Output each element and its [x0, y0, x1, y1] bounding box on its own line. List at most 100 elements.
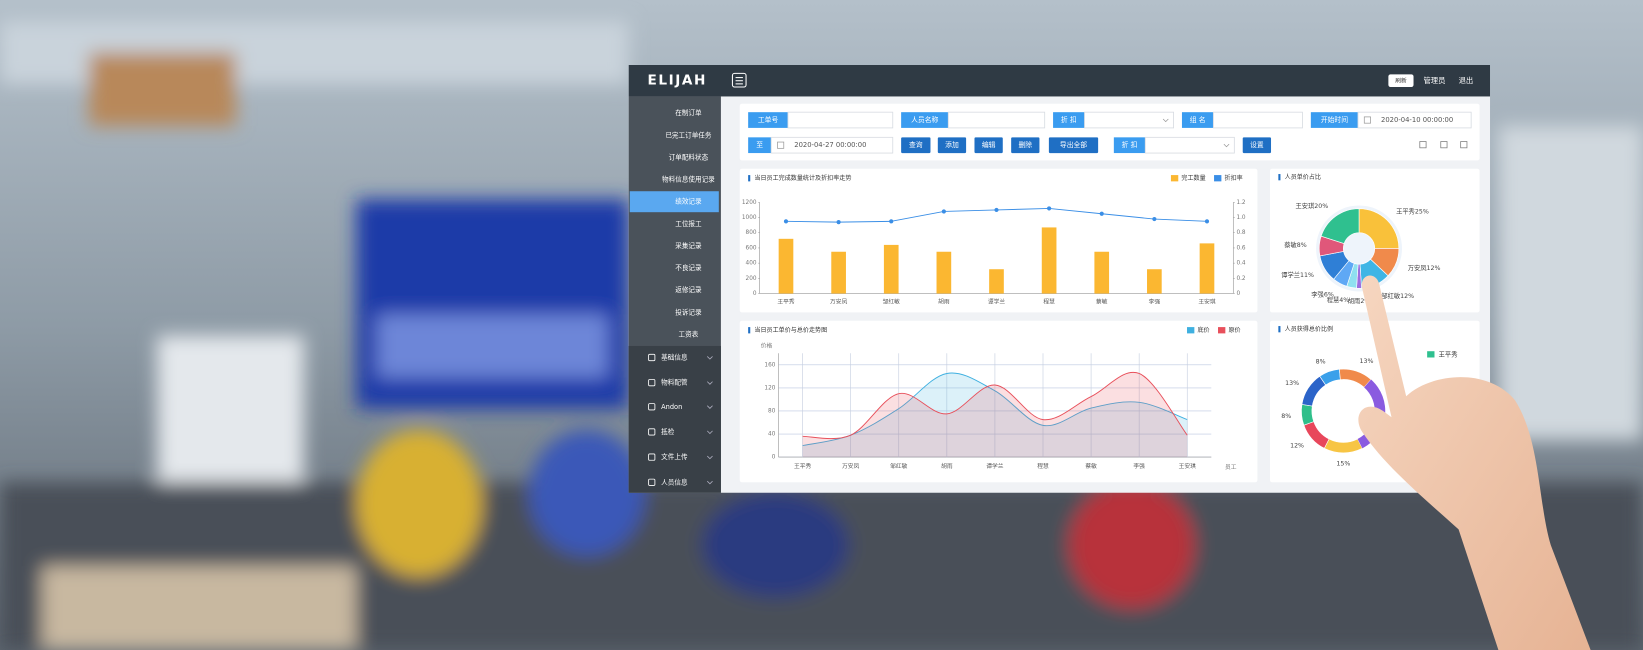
field-input[interactable] — [1084, 111, 1174, 129]
slice-value: 15% — [1336, 460, 1350, 467]
x-tick-label: 邹红敏 — [890, 462, 907, 470]
slice-value: 8% — [1281, 413, 1291, 420]
slice-value: 12% — [1400, 293, 1414, 300]
bar — [1041, 227, 1057, 294]
x-tick-label: 李强 — [1133, 462, 1145, 470]
button-label: 添加 — [945, 140, 959, 149]
field-label-box — [748, 137, 772, 154]
tool-icon[interactable] — [1440, 141, 1448, 149]
x-tick-label: 王安琪 — [1179, 462, 1196, 470]
slice-label: 蔡敏8% — [1284, 240, 1307, 249]
x-tick-label: 胡雨 — [941, 462, 953, 470]
y-tick-label: 600 — [746, 245, 757, 251]
button-label: 编辑 — [982, 140, 996, 149]
field-input[interactable] — [1357, 111, 1472, 129]
chart-card — [739, 168, 1258, 313]
chevron — [706, 430, 713, 435]
y2-tick-label: 1.0 — [1236, 215, 1245, 221]
group-icon — [648, 379, 656, 387]
x-tick-label: 王平秀 — [777, 297, 794, 305]
button[interactable] — [974, 137, 1003, 154]
slice-label: 8% — [1316, 359, 1326, 366]
menu-group-label: 物料配管 — [661, 378, 688, 387]
refresh-button[interactable] — [1388, 74, 1414, 88]
slice-value: 11% — [1300, 272, 1314, 279]
point — [1204, 219, 1210, 224]
slice-label: 李强6% — [1311, 289, 1334, 298]
hand-shape — [1358, 275, 1591, 650]
tool-icon[interactable] — [1460, 141, 1468, 149]
legend-label: 完工数量 — [1181, 174, 1205, 182]
point — [1047, 206, 1052, 211]
menu-item-label: 订单配料状态 — [669, 152, 709, 161]
top-bar — [628, 65, 1491, 97]
point — [941, 209, 946, 214]
select-arrow — [1162, 118, 1169, 123]
button-label: 导出全部 — [1060, 140, 1087, 149]
x-tick-label: 王安琪 — [1198, 297, 1215, 305]
group-icon — [648, 453, 656, 461]
slice-value: 6% — [1324, 291, 1334, 298]
button[interactable] — [1048, 137, 1099, 154]
slice-name: 谭学兰 — [1281, 270, 1300, 279]
select-arrow — [1223, 143, 1230, 148]
group-icon — [648, 428, 656, 436]
button[interactable] — [1011, 137, 1040, 154]
field-input[interactable] — [1144, 136, 1235, 154]
field-label: 组 名 — [1190, 115, 1206, 124]
field-label: 至 — [756, 141, 763, 149]
button[interactable] — [937, 137, 967, 154]
area — [802, 373, 1188, 458]
y-tick-label: 80 — [768, 408, 776, 414]
y2-tick-label: 0 — [1236, 291, 1240, 297]
logout: 退出 — [1459, 76, 1474, 85]
slice-name: 李强 — [1311, 289, 1324, 298]
bar — [1199, 243, 1215, 294]
button-label: 查询 — [909, 140, 923, 149]
y-tick-label: 1000 — [742, 215, 757, 221]
menu-item[interactable] — [630, 324, 719, 345]
line — [802, 372, 1188, 447]
legend-swatch — [1170, 175, 1179, 182]
field-input[interactable] — [947, 111, 1046, 129]
group-icon — [648, 478, 656, 486]
group-icon — [648, 353, 656, 362]
x-tick-label: 谭学兰 — [986, 462, 1003, 470]
chevron — [706, 381, 713, 385]
slice-label: 万安凤12% — [1408, 263, 1441, 272]
brand: ELIJAH — [648, 73, 707, 89]
field-label-box — [1053, 112, 1085, 128]
point — [1152, 216, 1157, 222]
slice — [1339, 368, 1372, 388]
field-label-box — [1113, 137, 1146, 154]
legend-swatch — [1427, 351, 1435, 358]
field-input[interactable] — [787, 111, 894, 129]
field-label-box — [901, 112, 949, 128]
button[interactable] — [1242, 137, 1272, 154]
legend-swatch — [1187, 327, 1195, 334]
y-tick-label: 400 — [746, 261, 757, 267]
button[interactable] — [901, 137, 931, 154]
x-tick-label: 胡雨 — [938, 297, 950, 305]
chevron — [706, 455, 713, 460]
field-input[interactable] — [1212, 111, 1303, 129]
slice-label: 13% — [1360, 358, 1374, 365]
title-marker — [748, 327, 751, 334]
slice-label: 王安琪20% — [1296, 201, 1329, 210]
tool-icon[interactable] — [1419, 141, 1427, 149]
menu-group-label: 人员信息 — [661, 477, 688, 486]
x-tick-label: 邹红敏 — [883, 297, 900, 305]
active-item — [629, 191, 719, 213]
menu-button[interactable] — [731, 72, 747, 88]
y2-tick-label: 1.2 — [1236, 200, 1245, 206]
y-tick-label: 200 — [746, 276, 757, 282]
y-axis-title: 价格 — [761, 341, 773, 349]
point — [889, 219, 894, 224]
slice-label: 12% — [1290, 443, 1304, 450]
slice-value: 25% — [1415, 208, 1429, 215]
field-input[interactable] — [770, 136, 894, 154]
field-label-box — [1310, 112, 1358, 128]
area — [802, 372, 1188, 458]
bar — [989, 269, 1004, 294]
